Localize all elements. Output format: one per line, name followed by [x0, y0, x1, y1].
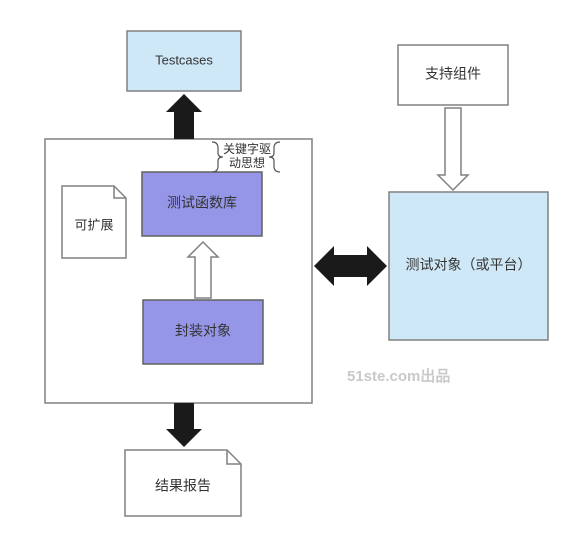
support-node: 支持组件 [398, 45, 508, 105]
extendable-label: 可扩展 [74, 217, 113, 232]
report-label: 结果报告 [155, 478, 211, 494]
support-label: 支持组件 [425, 66, 481, 82]
testcases-node: Testcases [127, 31, 241, 91]
funclib-node: 测试函数库 [142, 172, 262, 236]
extendable-note: 可扩展 [62, 186, 126, 258]
encap-label: 封装对象 [175, 323, 231, 339]
report-note: 结果报告 [125, 450, 241, 516]
keyword-annotation-line2: 动思想 [229, 155, 265, 170]
watermark-text: 51ste.com出品 [347, 367, 450, 385]
target-node: 测试对象（或平台） [389, 192, 548, 340]
keyword-annotation-line1: 关键字驱 [223, 141, 271, 156]
encap-node: 封装对象 [143, 300, 263, 364]
target-label: 测试对象（或平台） [406, 257, 532, 273]
testcases-label: Testcases [155, 52, 213, 67]
funclib-label: 测试函数库 [167, 195, 237, 211]
